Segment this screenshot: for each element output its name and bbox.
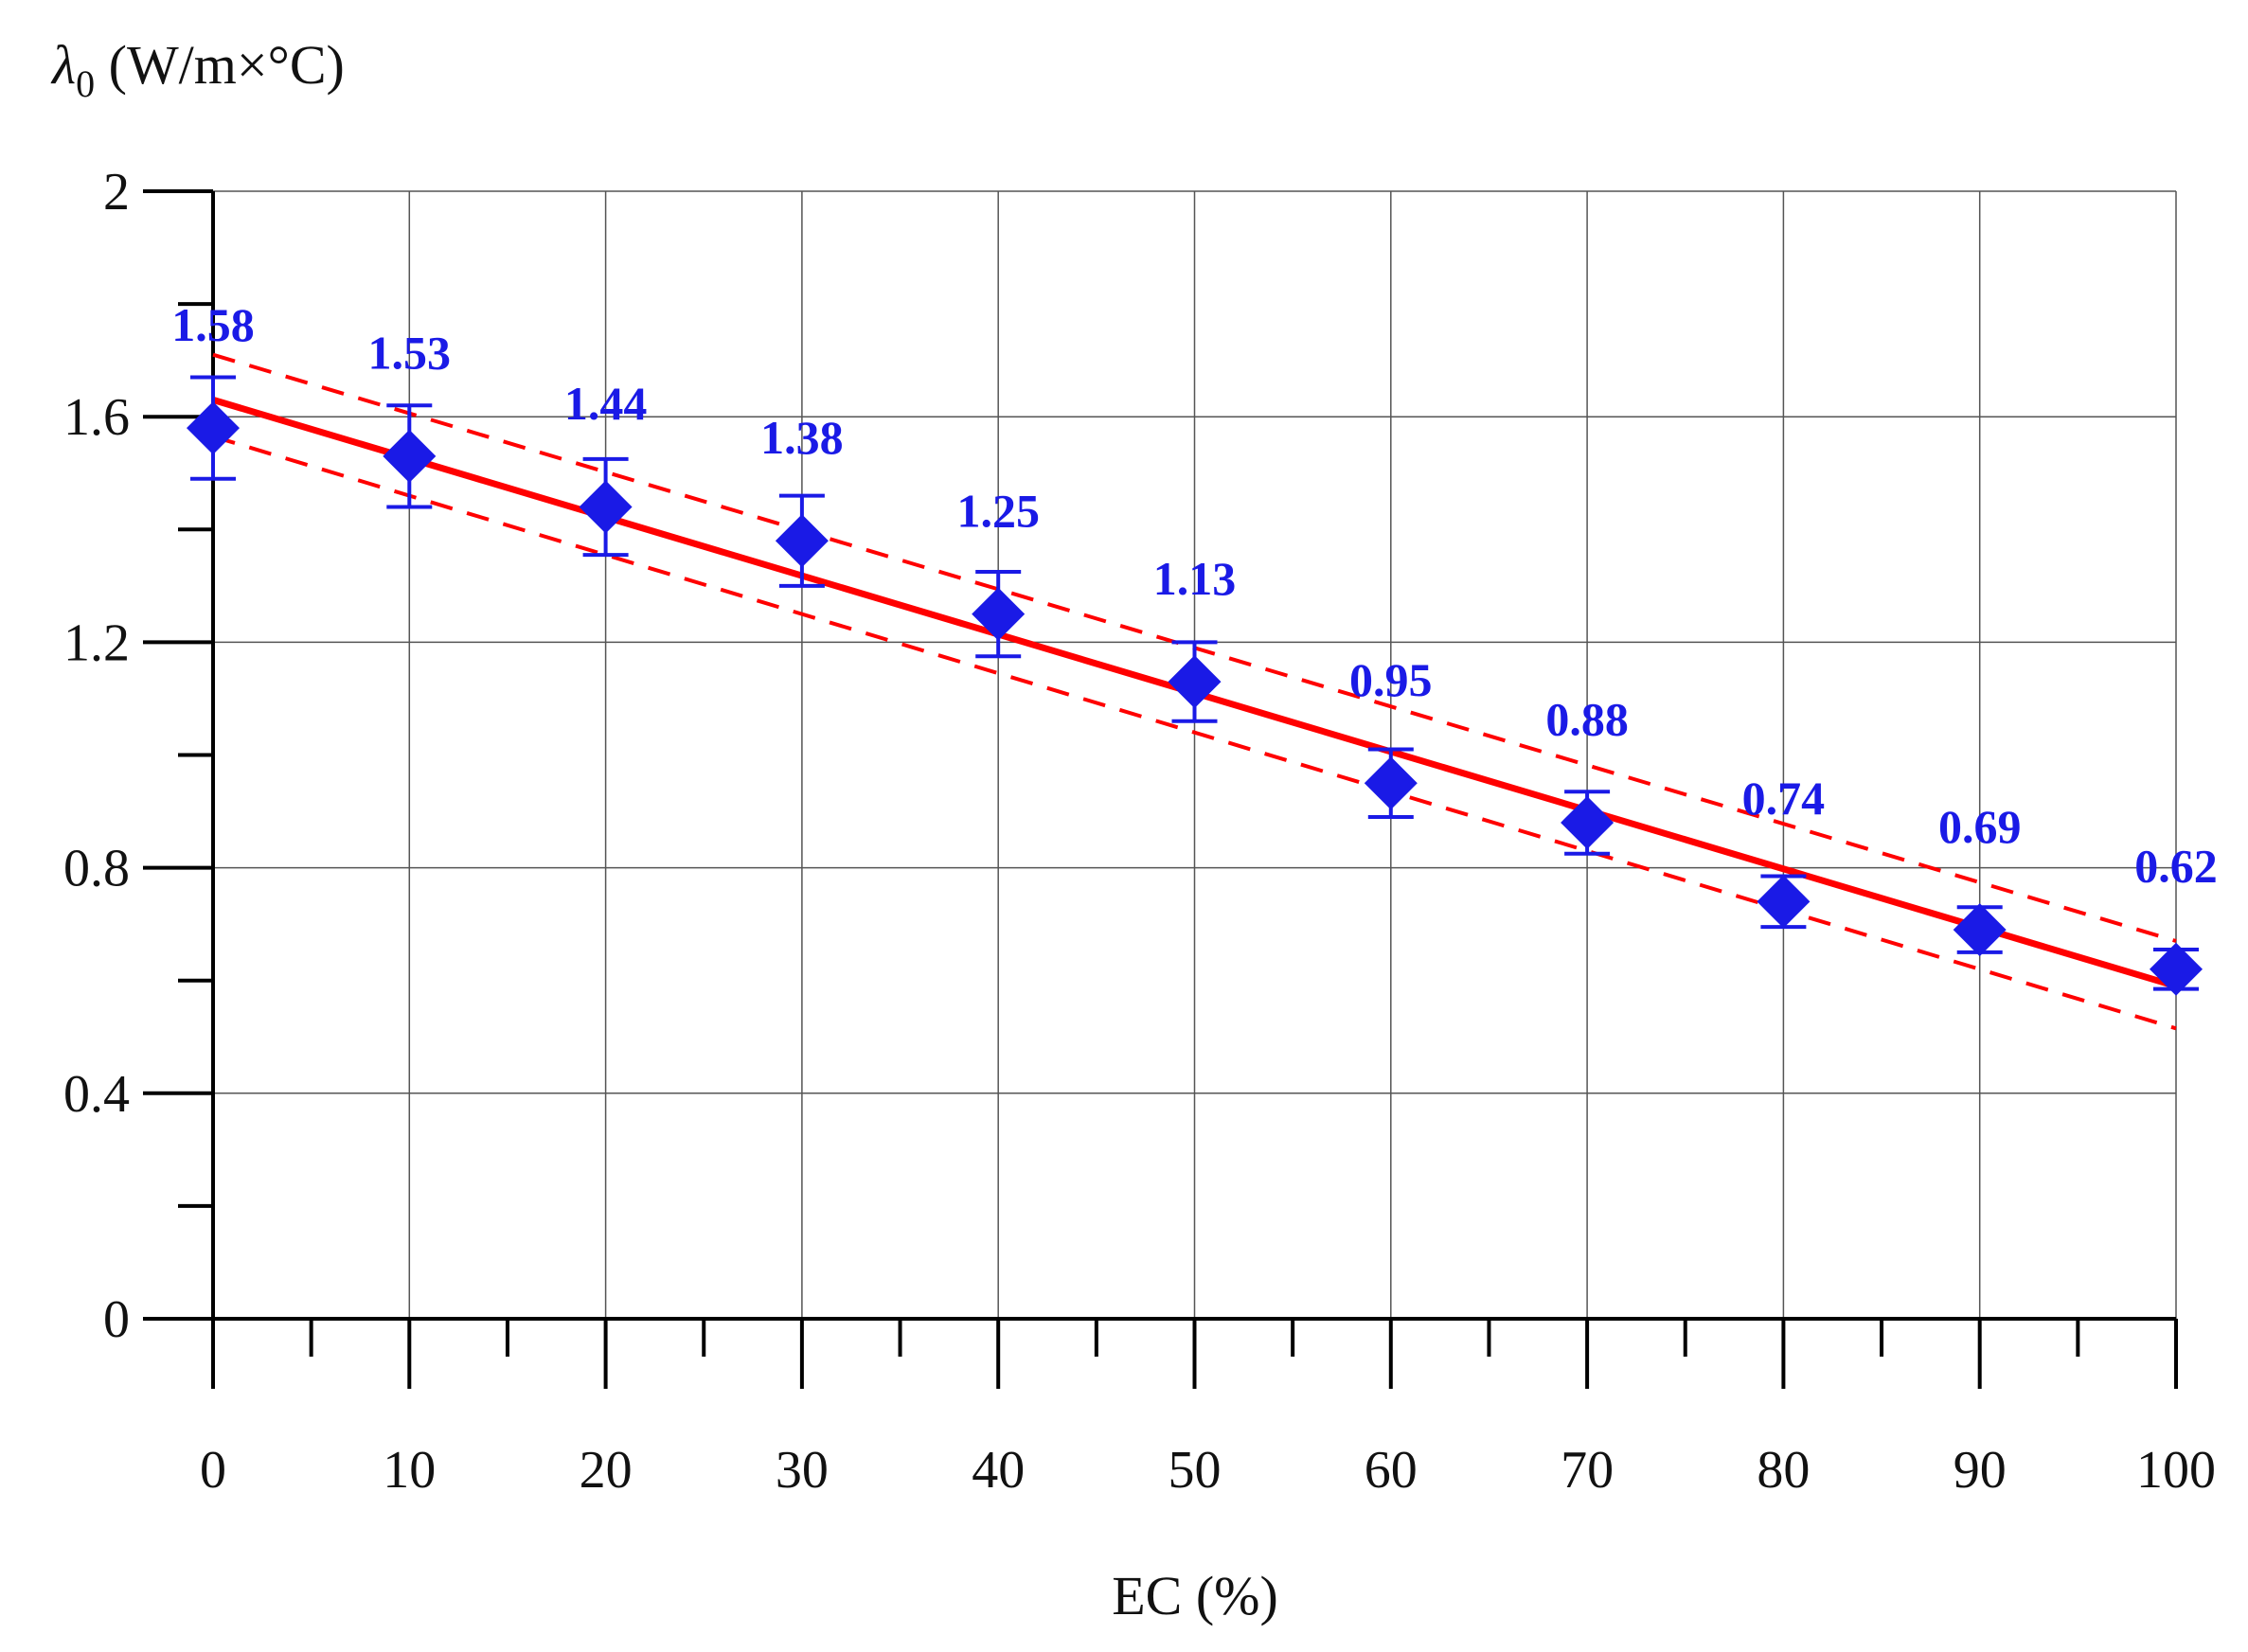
grid-lines (213, 191, 2176, 1319)
x-axis-title: EC (%) (1112, 1565, 1278, 1626)
x-tick-label: 30 (776, 1441, 829, 1500)
data-label: 0.95 (1349, 653, 1433, 706)
data-label: 1.25 (956, 484, 1040, 537)
chart: 00.40.81.21.620 10 20 30 40 50 60 70 80 90 100 1.5… (0, 0, 2248, 1652)
x-tick-label: 20 (580, 1441, 633, 1500)
data-point (1365, 756, 1418, 809)
x-tick-label: 100 (2136, 1441, 2216, 1500)
y-tick-label: 2 (103, 163, 130, 222)
x-tick-label: 40 (972, 1441, 1025, 1500)
data-label: 0.74 (1742, 772, 1826, 825)
data-label: 1.38 (760, 411, 844, 464)
data-label: 1.58 (171, 298, 255, 351)
data-point (187, 401, 240, 454)
data-label: 0.69 (1938, 800, 2022, 853)
data-label: 1.44 (564, 377, 648, 430)
y-tick-label: 0.8 (63, 840, 130, 898)
y-tick-label: 0.4 (63, 1065, 130, 1124)
x-tick-label: 60 (1365, 1441, 1418, 1500)
x-tick-label: 0 (200, 1441, 226, 1500)
y-tick-label: 1.6 (63, 388, 130, 447)
x-tick-label: 70 (1561, 1441, 1614, 1500)
y-tick-label: 1.2 (63, 613, 130, 672)
data-point (383, 430, 436, 483)
data-label: 0.62 (2134, 839, 2218, 892)
x-tick-label: 50 (1169, 1441, 1222, 1500)
x-tick-label: 90 (1954, 1441, 2007, 1500)
data-point (1954, 903, 2007, 956)
y-tick-label: 0 (103, 1290, 130, 1349)
x-tick-label: 80 (1757, 1441, 1810, 1500)
data-label: 1.53 (368, 327, 452, 380)
x-tick-label: 10 (383, 1441, 436, 1500)
y-axis-title: λ0 (W/m×°C) (50, 34, 345, 105)
data-point (1757, 875, 1810, 928)
data-label: 0.88 (1545, 693, 1629, 746)
data-point (776, 514, 829, 567)
data-label: 1.13 (1153, 552, 1237, 605)
